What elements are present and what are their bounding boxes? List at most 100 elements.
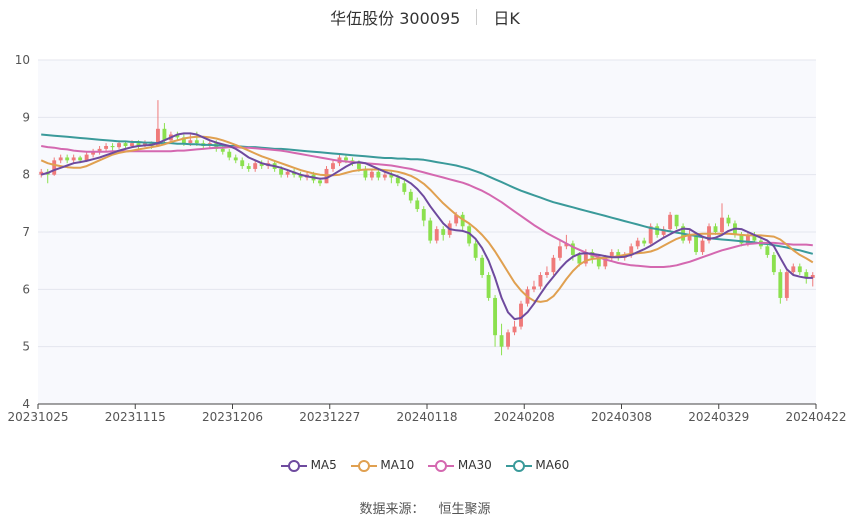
- candle-body: [726, 217, 731, 224]
- candle-body: [97, 148, 102, 152]
- candle-body: [408, 191, 413, 201]
- candle-body: [155, 128, 160, 146]
- candle-body: [162, 128, 167, 141]
- ma30-line: [41, 145, 813, 268]
- x-tick-label: 20240329: [688, 410, 749, 424]
- candle-body: [389, 174, 394, 178]
- candle-body: [473, 243, 478, 258]
- candle-body: [227, 151, 232, 158]
- data-source: 数据来源： 恒生聚源: [0, 498, 850, 517]
- candle-body: [318, 180, 322, 184]
- x-tick-label: 20231227: [299, 410, 360, 424]
- candle-body: [220, 148, 225, 152]
- candle-body: [739, 234, 744, 244]
- candle-body: [532, 286, 536, 290]
- candle-body: [246, 166, 251, 169]
- candle-body: [369, 171, 374, 178]
- candle-body: [110, 146, 115, 148]
- candle-body: [765, 246, 770, 255]
- candle-body: [233, 157, 238, 161]
- candle-body: [285, 171, 290, 175]
- candle-body: [713, 226, 718, 232]
- candle-body: [629, 246, 634, 255]
- x-tick-label: 20240118: [396, 410, 457, 424]
- candle-body: [344, 157, 348, 161]
- candle-body: [91, 151, 96, 155]
- candle-body: [402, 183, 407, 192]
- candle-body: [356, 163, 361, 169]
- candle-body: [434, 229, 439, 241]
- candle-body: [648, 226, 653, 244]
- candle-body: [175, 134, 180, 138]
- candle-body: [331, 163, 335, 169]
- candle-body: [609, 252, 614, 258]
- candle-body: [745, 234, 750, 244]
- candle-body: [564, 243, 569, 247]
- source-value: 恒生聚源: [438, 502, 491, 517]
- ma5-legend-icon: [280, 459, 307, 472]
- candle-body: [493, 297, 498, 336]
- candle-body: [259, 163, 264, 167]
- candle-body: [65, 157, 70, 161]
- candle-body: [480, 257, 485, 275]
- candle-body: [104, 146, 109, 149]
- candle-body: [557, 246, 562, 258]
- legend-label-ma10: MA10: [380, 458, 415, 472]
- legend-item-ma60[interactable]: MA60: [505, 458, 570, 473]
- candle-body: [668, 214, 673, 230]
- candle-body: [499, 335, 504, 347]
- legend-item-ma10[interactable]: MA10: [350, 458, 415, 473]
- candle-body: [752, 234, 757, 241]
- candle-body: [810, 275, 815, 278]
- candle-body: [577, 254, 582, 264]
- legend: MA5 MA10 MA30 MA60: [0, 458, 850, 473]
- ma10-line: [40, 135, 814, 303]
- candle-body: [616, 252, 621, 258]
- legend-item-ma30[interactable]: MA30: [428, 458, 492, 473]
- candle-body: [687, 234, 692, 241]
- y-tick-label: 5: [22, 340, 30, 354]
- y-tick-label: 9: [22, 110, 30, 124]
- candle-body: [181, 137, 186, 144]
- y-tick-label: 10: [15, 53, 30, 67]
- x-tick-label: 20231206: [202, 410, 263, 424]
- x-tick-label: 20240308: [591, 410, 652, 424]
- candle-body: [519, 303, 523, 327]
- x-tick-label: 20231025: [7, 410, 68, 424]
- candle-body: [376, 171, 381, 178]
- x-tick-label: 20240208: [494, 410, 555, 424]
- candle-body: [635, 240, 640, 247]
- candle-body: [441, 229, 446, 235]
- candle-body: [117, 143, 121, 148]
- candle-body: [188, 140, 193, 144]
- candle-body: [784, 272, 789, 298]
- candle-body: [123, 143, 128, 146]
- candle-body: [136, 143, 141, 146]
- candle-body: [655, 226, 660, 235]
- legend-label-ma60: MA60: [535, 458, 570, 472]
- candle-body: [512, 326, 517, 333]
- candle-body: [84, 154, 89, 161]
- candle-body: [642, 240, 647, 244]
- x-tick-label: 20240422: [785, 410, 846, 424]
- candle-body: [544, 272, 549, 275]
- ma30-legend-icon: [428, 459, 455, 472]
- period-label: 日K: [493, 9, 520, 28]
- candle-body: [71, 157, 76, 161]
- candle-body: [58, 157, 63, 161]
- legend-item-ma5[interactable]: MA5: [280, 458, 337, 473]
- ma60-legend-icon: [505, 459, 532, 472]
- ma10-legend-icon: [350, 459, 377, 472]
- candle-body: [596, 257, 601, 267]
- candle-body: [694, 234, 699, 253]
- candle-body: [486, 275, 491, 298]
- x-tick-label: 20231115: [105, 410, 166, 424]
- chart-title: 华伍股份 300095 日K: [0, 5, 850, 29]
- candle-body: [551, 257, 556, 273]
- candle-body: [194, 140, 199, 144]
- title-divider: [476, 9, 478, 25]
- candle-body: [570, 243, 575, 255]
- candle-body: [797, 266, 802, 273]
- candle-body: [52, 160, 57, 175]
